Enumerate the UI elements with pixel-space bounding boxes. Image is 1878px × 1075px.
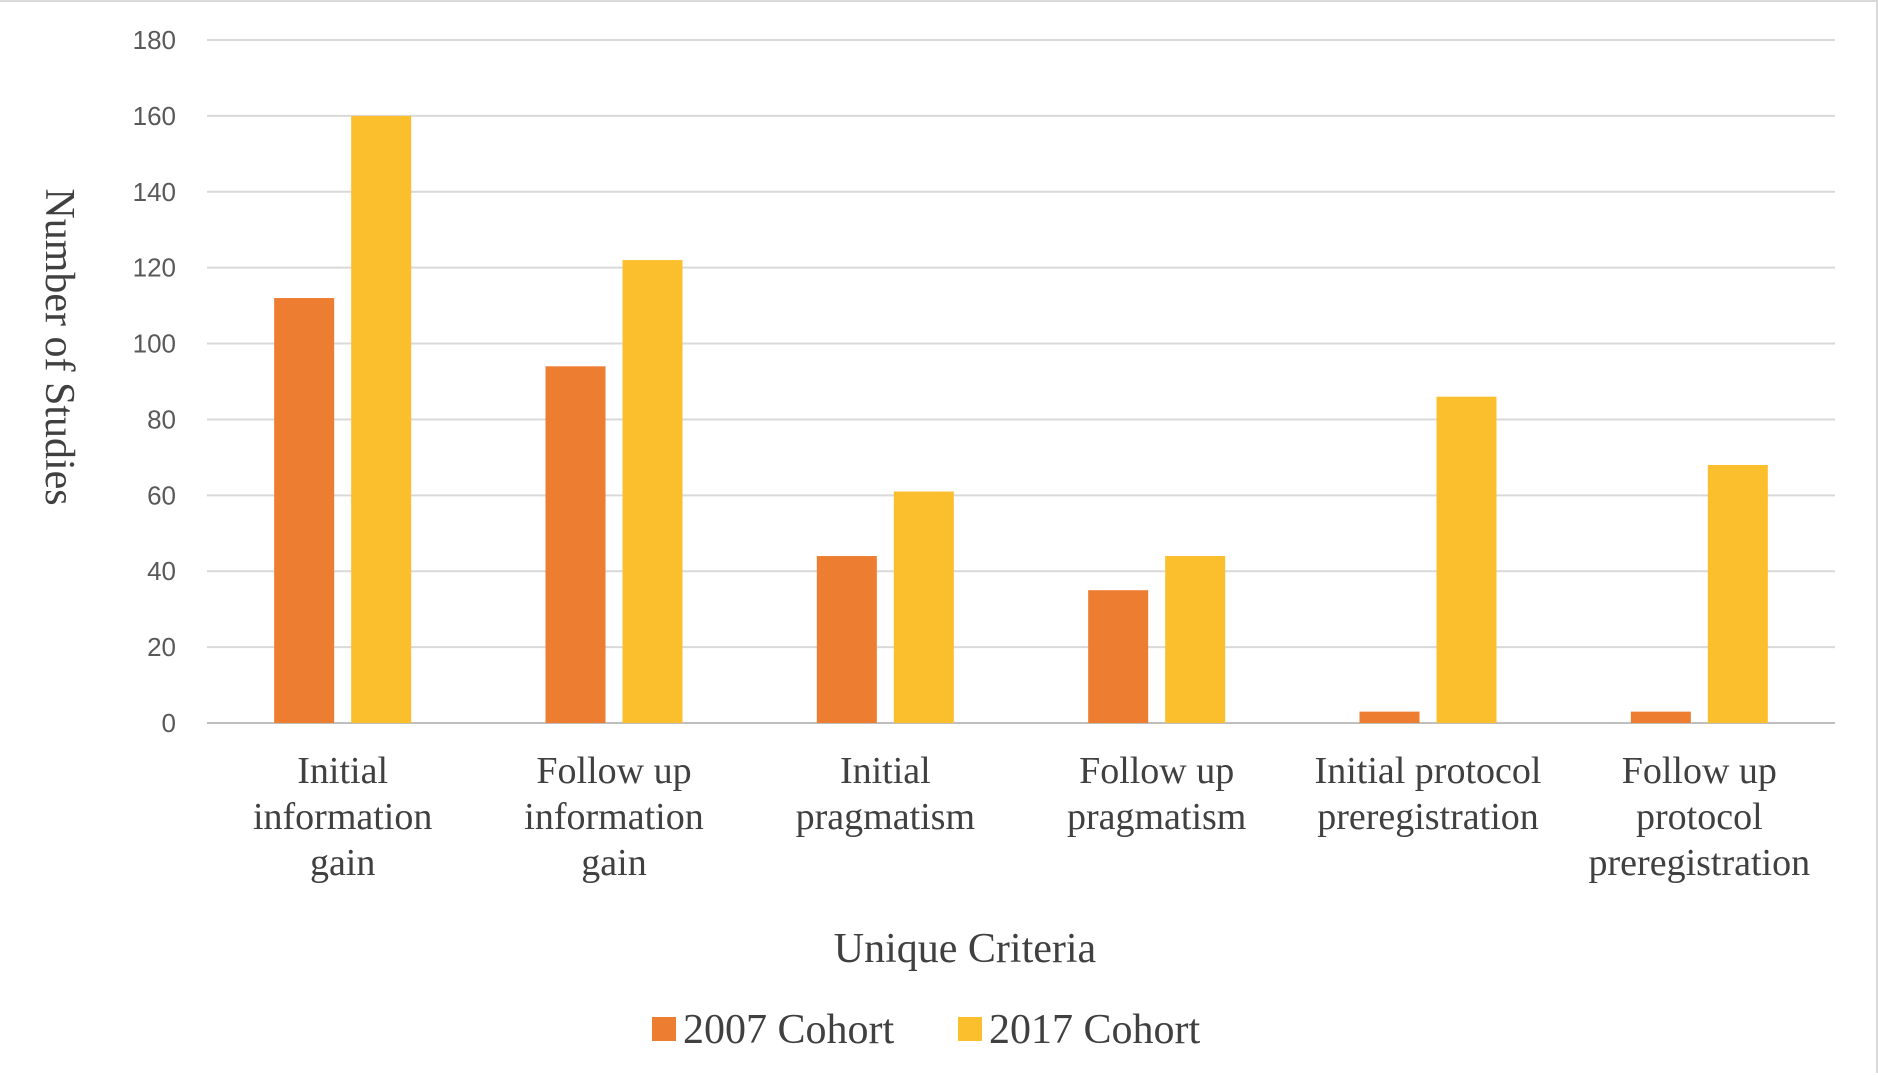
category-label: preregistration (1317, 796, 1539, 838)
y-tick-label: 0 (162, 708, 176, 738)
category-label: Initial (840, 750, 931, 792)
category-label: pragmatism (1067, 796, 1246, 838)
y-tick-label: 40 (147, 556, 176, 586)
category-label: preregistration (1589, 842, 1811, 884)
category-label: information (253, 796, 432, 838)
y-tick-label: 80 (147, 404, 176, 434)
legend-label: 2007 Cohort (683, 1007, 895, 1053)
y-axis-title: Number of Studies (36, 188, 82, 505)
category-label: Initial protocol (1315, 750, 1542, 792)
bar-2017-cohort (622, 260, 683, 723)
category-label: Initial (297, 750, 388, 792)
legend: 2007 Cohort 2017 Cohort (652, 1007, 1201, 1053)
bar-2007-cohort (1359, 711, 1420, 723)
category-label: Follow up (1079, 750, 1234, 792)
category-label: gain (310, 842, 375, 884)
bar-2017-cohort (1707, 464, 1768, 723)
legend-label: 2017 Cohort (989, 1007, 1201, 1053)
gridlines (207, 39, 1835, 724)
category-label: gain (581, 842, 646, 884)
bar-2017-cohort (1165, 556, 1226, 723)
category-label: pragmatism (796, 796, 975, 838)
bar-2017-cohort (893, 491, 954, 723)
category-label: Follow up (1622, 750, 1777, 792)
category-label: information (524, 796, 703, 838)
y-tick-label: 100 (133, 329, 176, 359)
y-tick-label: 140 (133, 177, 176, 207)
y-tick-label: 20 (147, 632, 176, 662)
bar-2017-cohort (351, 115, 412, 723)
y-tick-label: 160 (133, 101, 176, 131)
category-label: protocol (1636, 796, 1763, 838)
bar-2007-cohort (274, 298, 335, 723)
legend-swatch (652, 1017, 676, 1041)
y-tick-label: 180 (133, 25, 176, 55)
bar-2017-cohort (1436, 396, 1497, 723)
legend-swatch (958, 1017, 982, 1041)
y-tick-label: 60 (147, 480, 176, 510)
bar-2007-cohort (816, 556, 877, 723)
bars (274, 115, 1768, 723)
y-tick-labels: 0 20 40 60 80 100 120 140 160 180 (133, 25, 176, 738)
bar-2007-cohort (1630, 711, 1691, 723)
x-axis-title: Unique Criteria (834, 926, 1097, 972)
y-tick-label: 120 (133, 253, 176, 283)
bar-2007-cohort (545, 366, 606, 723)
category-label: Follow up (536, 750, 691, 792)
bar-2007-cohort (1088, 590, 1149, 723)
